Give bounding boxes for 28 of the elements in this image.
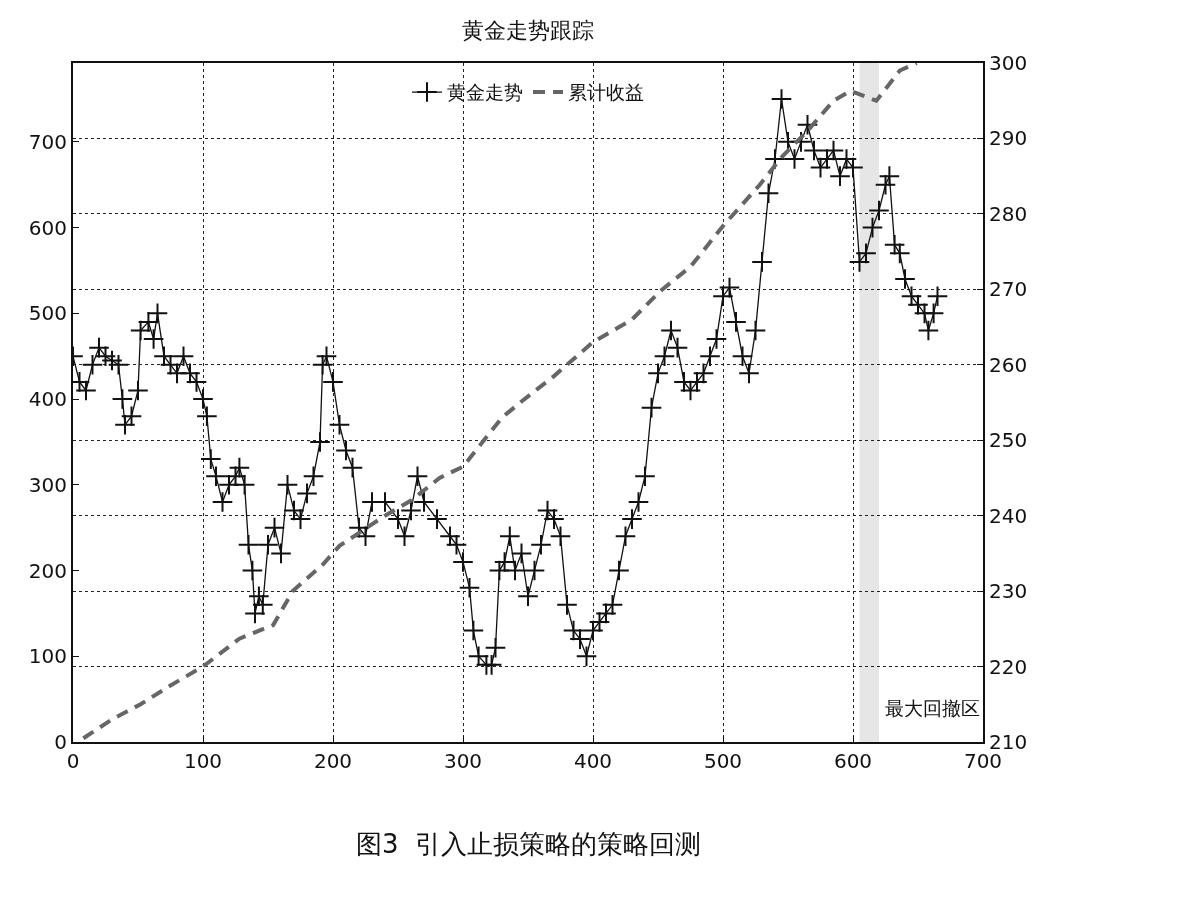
- y-tick-label: 100: [28, 644, 67, 669]
- chart-title: 黄金走势跟踪: [462, 18, 594, 44]
- y2-tick-label: 280: [989, 201, 1028, 226]
- y2-tick-label: 250: [989, 428, 1028, 453]
- y2-tick-label: 230: [989, 579, 1028, 604]
- caption: 图3 引入止损策略的策略回测: [356, 829, 702, 859]
- band-label: 最大回撤区: [885, 697, 980, 719]
- y-tick-label: 600: [28, 215, 67, 240]
- y-tick-label: 400: [28, 387, 67, 412]
- y2-tick-label: 270: [989, 277, 1028, 302]
- y2-tick-label: 260: [989, 352, 1028, 377]
- x-tick-label: 200: [313, 749, 353, 773]
- x-tick-label: 500: [703, 749, 743, 773]
- x-tick-label: 600: [833, 749, 873, 773]
- y2-tick-label: 240: [989, 503, 1028, 528]
- y2-tick-label: 220: [989, 654, 1028, 679]
- legend-label: 累计收益: [568, 81, 644, 104]
- x-tick-label: 300: [443, 749, 483, 773]
- x-tick-label: 100: [183, 749, 223, 773]
- y-tick-label: 300: [28, 472, 67, 497]
- y-tick-label: 200: [28, 558, 67, 583]
- y-tick-label: 700: [28, 129, 67, 154]
- legend-label: 黄金走势: [447, 81, 523, 104]
- y2-tick-label: 290: [989, 126, 1028, 151]
- y2-tick-label: 300: [989, 51, 1028, 75]
- y-tick-label: 500: [28, 301, 67, 326]
- y-tick-label: 0: [54, 730, 67, 754]
- x-tick-label: 400: [573, 749, 613, 773]
